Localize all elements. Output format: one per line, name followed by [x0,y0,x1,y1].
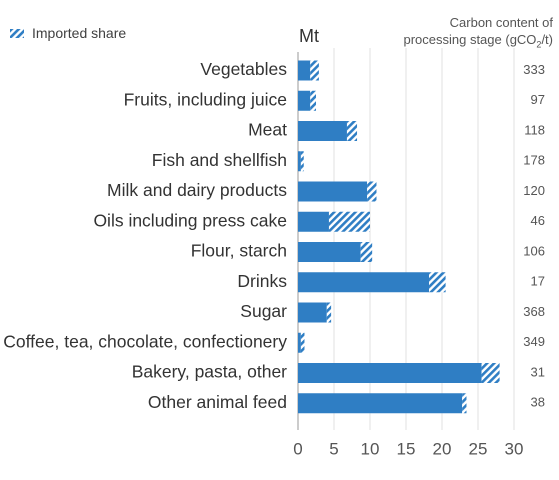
bar-domestic [298,90,311,111]
carbon-content-header: Carbon content of processing stage (gCO2… [403,14,553,54]
bar-imported [310,60,319,81]
category-label: Oils including press cake [93,210,287,230]
unit-label: Mt [299,26,319,46]
bar-domestic [298,242,361,262]
carbon-content-value: 120 [523,183,545,198]
carbon-header-line1: Carbon content of [449,15,553,30]
bar-domestic [298,151,301,172]
category-label: Bakery, pasta, other [132,362,287,382]
bar-domestic [298,393,463,414]
bar-imported [481,363,500,383]
x-tick-label: 20 [433,439,452,458]
carbon-content-value: 17 [531,274,545,289]
bar-imported [367,181,377,202]
x-tick-label: 30 [505,439,524,458]
carbon-content-value: 106 [523,243,545,258]
category-label: Other animal feed [148,392,287,412]
bar-imported [429,272,446,293]
category-label: Drinks [237,271,287,291]
imported-share-swatch [10,28,24,38]
category-label: Vegetables [200,59,287,79]
bar-imported [360,242,373,262]
category-label: Coffee, tea, chocolate, confectionery [3,331,287,351]
carbon-header-prefix: processing stage (gCO [403,32,537,47]
category-label: Sugar [240,301,287,321]
carbon-content-value: 46 [531,213,545,228]
bar-domestic [298,332,301,353]
x-tick-label: 10 [361,439,380,458]
carbon-content-value: 349 [523,334,545,349]
x-tick-label: 0 [293,439,302,458]
carbon-content-value: 97 [531,92,545,107]
carbon-content-value: 333 [523,62,545,77]
bar-domestic [298,60,311,81]
carbon-header-subscript: 2 [536,39,542,50]
x-tick-label: 25 [469,439,488,458]
bar-imported [346,121,358,141]
bar-domestic [298,363,482,383]
category-label: Flour, starch [191,241,287,261]
carbon-content-value: 178 [523,153,545,168]
category-label: Fruits, including juice [124,89,287,109]
carbon-content-value: 368 [523,304,545,319]
carbon-content-value: 118 [524,122,545,137]
category-label: Fish and shellfish [152,150,287,170]
bar-imported [300,332,305,353]
bar-imported [326,302,332,323]
carbon-content-value: 38 [531,395,545,410]
x-tick-label: 15 [397,439,416,458]
carbon-header-suffix: /t) [541,32,553,47]
bar-imported [328,211,370,232]
category-label: Meat [248,120,287,140]
category-label: Milk and dairy products [107,180,287,200]
carbon-header-line2: processing stage (gCO2/t) [403,31,553,54]
legend: Imported share [10,25,126,41]
bar-imported [462,393,467,414]
bar-imported [310,90,316,111]
x-tick-label: 5 [329,439,338,458]
carbon-content-value: 31 [531,364,545,379]
bar-domestic [298,211,329,232]
bar-imported [300,151,304,172]
bar-domestic [298,121,347,141]
bar-domestic [298,181,368,202]
bar-domestic [298,272,430,293]
legend-label: Imported share [32,25,127,41]
bar-domestic [298,302,327,323]
